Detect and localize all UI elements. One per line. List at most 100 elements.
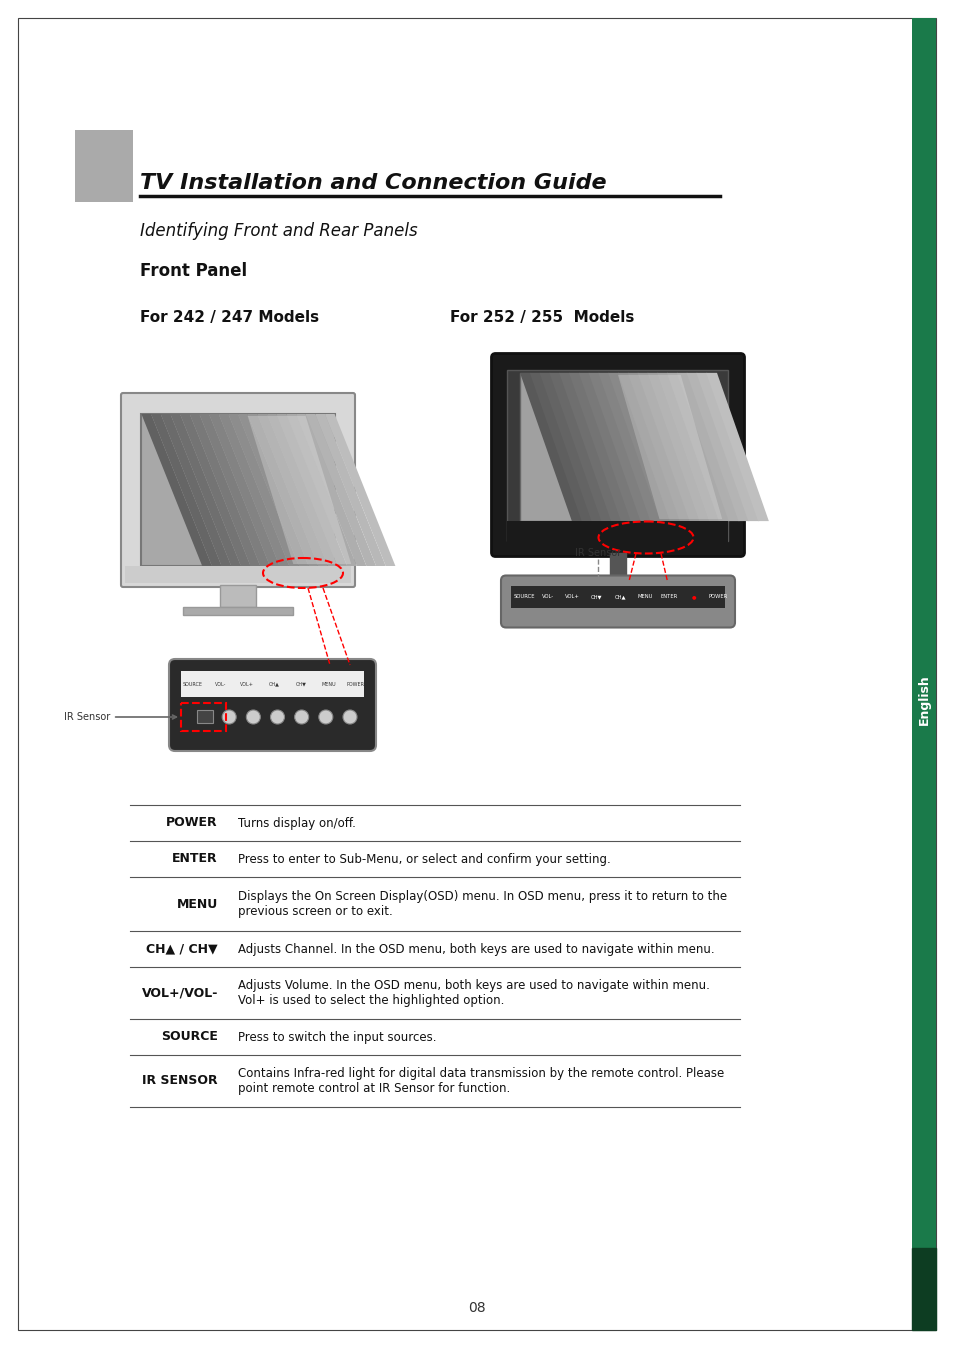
FancyBboxPatch shape: [491, 353, 743, 557]
Polygon shape: [686, 373, 748, 522]
Bar: [181, 704, 226, 731]
Polygon shape: [618, 373, 679, 522]
Text: VOL+/VOL-: VOL+/VOL-: [141, 987, 218, 999]
Polygon shape: [588, 373, 651, 522]
Polygon shape: [676, 373, 739, 522]
Polygon shape: [314, 414, 385, 566]
Polygon shape: [568, 373, 631, 522]
Polygon shape: [248, 414, 317, 566]
Polygon shape: [286, 414, 356, 566]
Polygon shape: [199, 414, 270, 566]
Text: CH▲: CH▲: [269, 682, 279, 686]
Circle shape: [222, 710, 236, 724]
Polygon shape: [696, 373, 759, 522]
Text: For 252 / 255  Models: For 252 / 255 Models: [450, 310, 634, 325]
Polygon shape: [637, 373, 700, 522]
Polygon shape: [657, 373, 720, 522]
Polygon shape: [180, 414, 251, 566]
Polygon shape: [257, 414, 328, 566]
Bar: [183, 607, 293, 615]
Bar: [220, 585, 255, 607]
Text: ENTER: ENTER: [660, 594, 678, 599]
Polygon shape: [608, 373, 670, 522]
Polygon shape: [549, 373, 612, 522]
Polygon shape: [539, 373, 601, 522]
Polygon shape: [248, 417, 351, 563]
Polygon shape: [305, 414, 375, 566]
Text: POWER: POWER: [166, 817, 218, 829]
Polygon shape: [666, 373, 729, 522]
Bar: [125, 566, 351, 582]
Text: IR Sensor: IR Sensor: [575, 549, 620, 558]
Text: VOL-: VOL-: [541, 594, 554, 599]
Text: Turns display on/off.: Turns display on/off.: [237, 817, 355, 829]
Text: SOURCE: SOURCE: [161, 1030, 218, 1043]
Text: POWER: POWER: [347, 682, 365, 686]
Text: VOL+: VOL+: [564, 594, 579, 599]
Text: VOL-: VOL-: [214, 682, 226, 686]
Bar: [511, 585, 724, 608]
Circle shape: [246, 710, 260, 724]
Text: Displays the On Screen Display(OSD) menu. In OSD menu, press it to return to the: Displays the On Screen Display(OSD) menu…: [237, 890, 726, 918]
Text: 08: 08: [468, 1301, 485, 1316]
Polygon shape: [267, 414, 337, 566]
Text: SOURCE: SOURCE: [183, 682, 203, 686]
Bar: [141, 414, 335, 566]
Text: ENTER: ENTER: [172, 852, 218, 865]
Polygon shape: [558, 373, 621, 522]
Text: Press to switch the input sources.: Press to switch the input sources.: [237, 1030, 436, 1043]
Text: English: English: [917, 674, 929, 725]
Text: MENU: MENU: [176, 898, 218, 910]
Polygon shape: [276, 414, 347, 566]
Polygon shape: [141, 414, 212, 566]
Text: TV Installation and Connection Guide: TV Installation and Connection Guide: [140, 173, 606, 193]
Text: Contains Infra-red light for digital data transmission by the remote control. Pl: Contains Infra-red light for digital dat…: [237, 1068, 723, 1095]
Polygon shape: [618, 375, 721, 519]
Polygon shape: [160, 414, 231, 566]
FancyBboxPatch shape: [121, 394, 355, 586]
Polygon shape: [190, 414, 260, 566]
Bar: [519, 373, 716, 522]
Polygon shape: [171, 414, 240, 566]
Bar: [609, 553, 625, 581]
Polygon shape: [295, 414, 366, 566]
Text: MENU: MENU: [321, 682, 335, 686]
Circle shape: [294, 710, 309, 724]
Polygon shape: [647, 373, 709, 522]
Bar: [75, 129, 132, 202]
Polygon shape: [209, 414, 279, 566]
Polygon shape: [325, 414, 395, 566]
Text: CH▼: CH▼: [296, 682, 307, 686]
Polygon shape: [627, 373, 690, 522]
Polygon shape: [705, 373, 768, 522]
Polygon shape: [911, 1248, 935, 1330]
Text: Press to enter to Sub-Menu, or select and confirm your setting.: Press to enter to Sub-Menu, or select an…: [237, 852, 610, 865]
Text: Adjusts Channel. In the OSD menu, both keys are used to navigate within menu.: Adjusts Channel. In the OSD menu, both k…: [237, 942, 714, 956]
Bar: [196, 710, 213, 723]
Text: CH▲: CH▲: [615, 594, 626, 599]
Text: SOURCE: SOURCE: [513, 594, 535, 599]
Polygon shape: [519, 373, 582, 522]
Bar: [911, 18, 935, 1248]
Text: MENU: MENU: [637, 594, 652, 599]
Text: VOL+: VOL+: [240, 682, 254, 686]
Polygon shape: [218, 414, 289, 566]
Bar: [181, 671, 364, 697]
Text: CH▼: CH▼: [590, 594, 602, 599]
Text: CH▲ / CH▼: CH▲ / CH▼: [146, 942, 218, 956]
Polygon shape: [598, 373, 660, 522]
FancyBboxPatch shape: [169, 659, 375, 751]
FancyBboxPatch shape: [500, 576, 734, 628]
Text: For 242 / 247 Models: For 242 / 247 Models: [140, 310, 319, 325]
Polygon shape: [237, 414, 308, 566]
Text: Identifying Front and Rear Panels: Identifying Front and Rear Panels: [140, 222, 417, 240]
Polygon shape: [578, 373, 640, 522]
Text: Front Panel: Front Panel: [140, 262, 247, 280]
Circle shape: [343, 710, 356, 724]
Polygon shape: [228, 414, 298, 566]
Text: IR SENSOR: IR SENSOR: [142, 1074, 218, 1088]
Polygon shape: [151, 414, 221, 566]
Circle shape: [318, 710, 333, 724]
Bar: [507, 522, 728, 549]
Circle shape: [271, 710, 284, 724]
